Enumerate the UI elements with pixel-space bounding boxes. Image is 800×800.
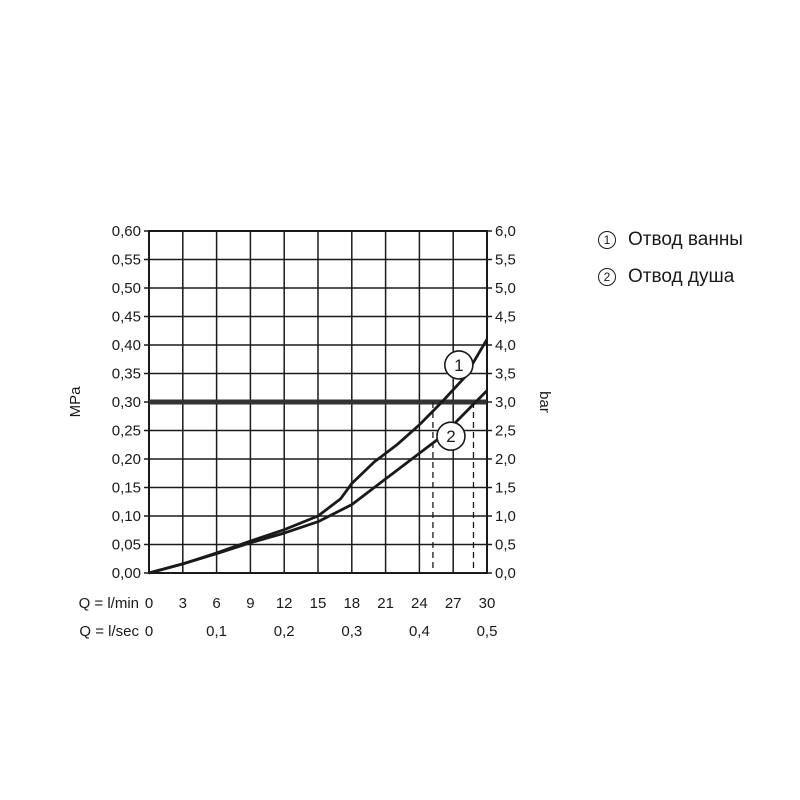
x-tick-label: 18 xyxy=(343,595,360,612)
x-tick-label: 30 xyxy=(479,595,496,612)
x-tick-label: 0,5 xyxy=(477,623,498,640)
x-tick-label: 0,4 xyxy=(409,623,430,640)
x-tick-label: 0,3 xyxy=(341,623,362,640)
y-right-tick-label: 0,0 xyxy=(495,565,516,582)
y-left-tick-label: 0,45 xyxy=(112,309,141,326)
y-right-tick-label: 1,0 xyxy=(495,508,516,525)
y-left-tick-label: 0,00 xyxy=(112,565,141,582)
legend: 1 Отвод ванны 2 Отвод душа xyxy=(598,228,743,302)
y-right-axis-label: bar xyxy=(536,391,553,413)
x-tick-label: 3 xyxy=(179,595,187,612)
y-right-tick-label: 4,0 xyxy=(495,337,516,354)
y-right-tick-label: 3,5 xyxy=(495,366,516,383)
series-marker-label-2: 2 xyxy=(446,427,455,446)
y-right-tick-label: 0,5 xyxy=(495,537,516,554)
series-group xyxy=(148,338,489,575)
x-tick-label: 27 xyxy=(445,595,462,612)
series-marker-circle-1 xyxy=(444,350,474,380)
x-tick-label: 12 xyxy=(276,595,293,612)
x-tick-label: 0,1 xyxy=(206,623,227,640)
legend-item-1: 1 Отвод ванны xyxy=(598,228,743,252)
x-tick-label: 21 xyxy=(377,595,394,612)
y-right-tick-label: 2,5 xyxy=(495,423,516,440)
x-tick-label: 0 xyxy=(145,595,153,612)
y-left-tick-label: 0,35 xyxy=(112,366,141,383)
y-right-tick-label: 4,5 xyxy=(495,309,516,326)
y-left-tick-label: 0,10 xyxy=(112,508,141,525)
x-tick-label: 15 xyxy=(310,595,327,612)
y-left-tick-label: 0,30 xyxy=(112,394,141,411)
x-tick-label: 0,2 xyxy=(274,623,295,640)
y-left-tick-label: 0,05 xyxy=(112,537,141,554)
y-right-tick-label: 6,0 xyxy=(495,223,516,240)
legend-label-2: Отвод душа xyxy=(628,266,735,287)
y-right-tick-label: 5,5 xyxy=(495,252,516,269)
legend-marker-2: 2 xyxy=(598,268,616,286)
x-tick-label: 24 xyxy=(411,595,428,612)
labels-group: 0,000,050,100,150,200,250,300,350,400,45… xyxy=(67,223,553,640)
legend-marker-1: 1 xyxy=(598,231,616,249)
series-marker-label-1: 1 xyxy=(454,356,463,375)
legend-item-2: 2 Отвод душа xyxy=(598,265,743,289)
x-tick-label: 0 xyxy=(145,623,153,640)
y-right-tick-label: 1,5 xyxy=(495,480,516,497)
y-left-axis-label: MPa xyxy=(67,386,84,418)
y-left-tick-label: 0,50 xyxy=(112,280,141,297)
y-right-tick-label: 2,0 xyxy=(495,451,516,468)
x-row-label: Q = l/min xyxy=(79,595,139,612)
x-tick-label: 9 xyxy=(246,595,254,612)
legend-label-1: Отвод ванны xyxy=(628,229,743,250)
y-left-tick-label: 0,55 xyxy=(112,252,141,269)
series-marker-circle-2 xyxy=(436,421,466,452)
y-right-tick-label: 3,0 xyxy=(495,394,516,411)
y-left-tick-label: 0,40 xyxy=(112,337,141,354)
series-line-2 xyxy=(148,389,488,575)
y-left-tick-label: 0,60 xyxy=(112,223,141,240)
y-left-tick-label: 0,20 xyxy=(112,451,141,468)
y-left-tick-label: 0,25 xyxy=(112,423,141,440)
y-right-tick-label: 5,0 xyxy=(495,280,516,297)
x-tick-label: 6 xyxy=(212,595,220,612)
x-row-label: Q = l/sec xyxy=(79,623,139,640)
y-left-tick-label: 0,15 xyxy=(112,480,141,497)
